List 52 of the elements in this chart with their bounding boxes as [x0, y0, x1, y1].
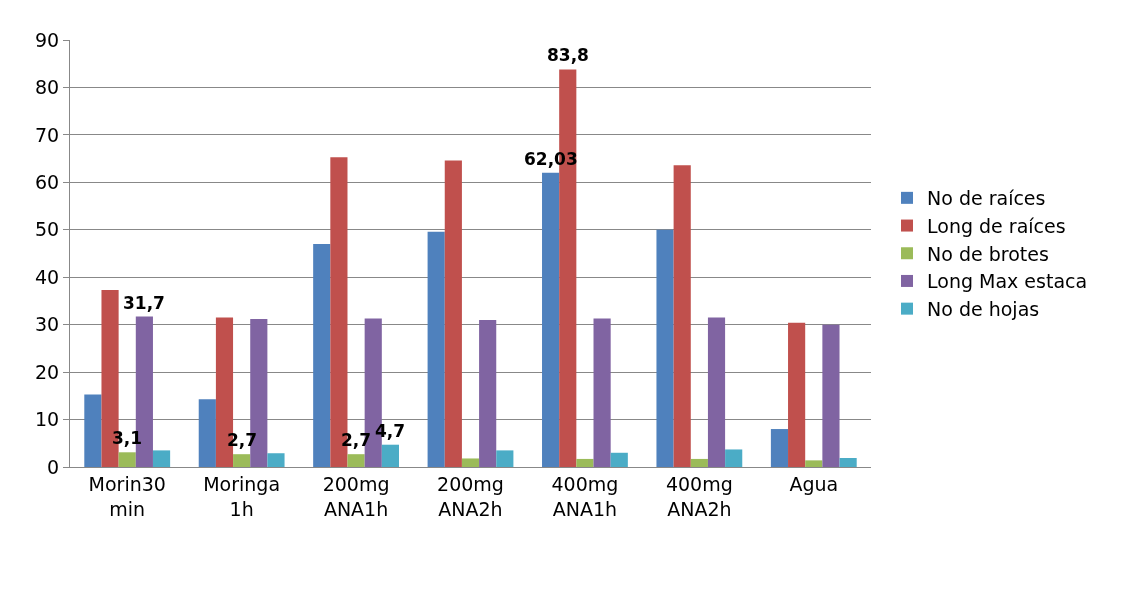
bar — [707, 317, 726, 467]
bar — [496, 450, 514, 467]
legend-label: Long Max estaca — [927, 270, 1088, 293]
y-tick-label: 90 — [35, 28, 60, 51]
bar — [805, 460, 823, 467]
bar — [118, 452, 136, 467]
bar — [656, 229, 674, 467]
bar — [84, 394, 102, 467]
bar — [610, 452, 628, 467]
bar — [313, 244, 331, 467]
bar — [198, 399, 216, 467]
y-tick-label: 10 — [35, 408, 60, 431]
y-tick-label: 70 — [35, 123, 60, 146]
bar — [461, 458, 480, 467]
bar — [593, 318, 611, 467]
y-tick-label: 50 — [35, 218, 60, 241]
y-tick-label: 30 — [35, 313, 60, 336]
legend-label: No de hojas — [927, 298, 1040, 321]
legend-label: No de brotes — [927, 242, 1049, 265]
bar — [788, 322, 806, 467]
bar — [479, 319, 497, 467]
y-tick-label: 80 — [35, 76, 60, 99]
y-tick-label: 40 — [35, 265, 60, 288]
y-tick-label: 0 — [47, 455, 60, 478]
bar — [542, 172, 560, 467]
y-tick-label: 60 — [35, 170, 60, 193]
bar — [576, 458, 594, 467]
x-tick-label: 400mg ANA2h — [665, 472, 733, 520]
legend-label: No de raíces — [927, 187, 1046, 210]
data-label: 31,7 — [123, 293, 165, 313]
bar — [690, 458, 708, 467]
bar — [381, 444, 399, 467]
x-tick-label: Agua — [789, 472, 839, 495]
bar — [673, 165, 691, 467]
bar — [725, 449, 743, 467]
bar — [267, 453, 285, 467]
bar — [839, 457, 857, 467]
x-tick-label: Morin30 min — [88, 472, 166, 520]
bar — [444, 160, 462, 467]
x-tick-label: 200mg ANA1h — [322, 472, 390, 520]
y-tick-label: 20 — [35, 360, 60, 383]
bar — [152, 450, 171, 467]
x-tick-label: 400mg ANA1h — [551, 472, 619, 520]
bar — [233, 454, 251, 467]
bar — [770, 429, 789, 467]
x-tick-label: Moringa 1h — [203, 472, 281, 520]
x-tick-label: 200mg ANA2h — [437, 472, 504, 520]
bar — [822, 324, 840, 467]
data-label: 83,8 — [547, 45, 589, 65]
bar — [347, 454, 365, 467]
legend-label: Long de raíces — [927, 214, 1066, 237]
bar — [427, 231, 445, 467]
